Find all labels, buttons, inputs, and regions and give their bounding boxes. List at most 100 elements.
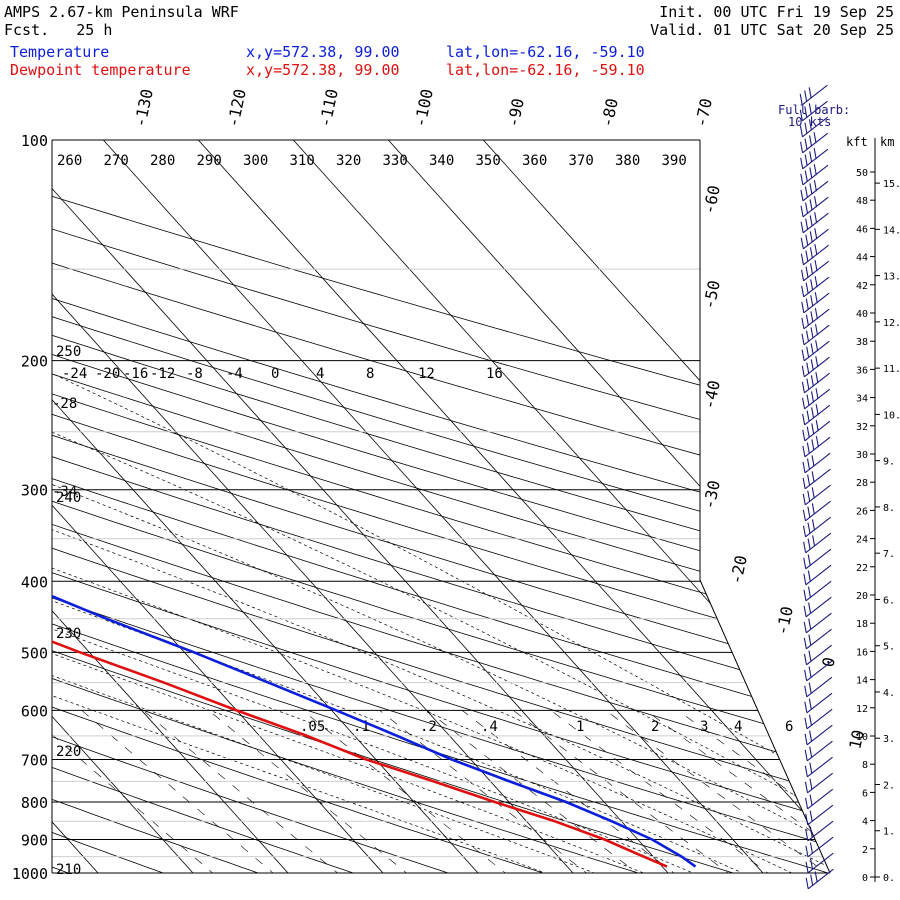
dry-adiabat: [52, 140, 830, 873]
wind-barb: [799, 84, 828, 106]
wind-barb: [803, 564, 832, 586]
forecast-hour: Fcst. 25 h: [4, 21, 113, 39]
km-tick-label: 6.: [883, 595, 895, 606]
wind-barb: [800, 164, 829, 186]
legend-dewpoint-latlon: lat,lon=-62.16, -59.10: [446, 61, 645, 79]
wind-barb: [801, 356, 830, 378]
dry-adiabat: [52, 140, 830, 873]
kft-tick-label: 48: [856, 196, 868, 207]
dry-adiabat: [52, 140, 689, 873]
theta-label: 350: [476, 153, 501, 169]
dry-adiabat: [52, 140, 785, 873]
theta-label: 360: [522, 153, 547, 169]
isotherm-top-label: -110: [315, 87, 342, 129]
moist-adiabat: [52, 268, 730, 873]
barb-note-line2: 10 kts: [788, 115, 831, 129]
km-tick-label: 1.: [883, 827, 895, 838]
mixing-ratio-line: [605, 710, 830, 873]
wind-barb: [805, 788, 834, 810]
kft-tick-label: 8: [862, 760, 868, 771]
kft-tick-label: 10: [856, 732, 868, 743]
mixing-ratio-label: 3: [700, 719, 708, 735]
km-tick-label: 3.: [883, 734, 895, 745]
isotherm: [103, 140, 764, 873]
side-scale-label: 240: [56, 490, 81, 506]
isotherm: [52, 140, 384, 873]
theta-label: 390: [662, 153, 687, 169]
dry-adiabat: [52, 140, 830, 873]
wind-barb: [801, 388, 831, 410]
km-axis-title: km: [880, 135, 894, 149]
km-tick-label: 11.: [883, 364, 900, 375]
isotherm: [52, 140, 669, 873]
dewpoint-trace: [52, 140, 668, 868]
dry-adiabat: [52, 140, 830, 873]
isotherm-top-label: -100: [410, 87, 437, 129]
kft-tick-label: 44: [856, 253, 868, 264]
wind-barb: [801, 292, 830, 314]
moist-adiabat: [52, 268, 635, 873]
km-tick-label: 2.: [883, 780, 895, 791]
wind-barb: [802, 420, 831, 442]
isotherm-top-label: -120: [223, 87, 250, 129]
kft-tick-label: 42: [856, 281, 868, 292]
side-scale-label: 220: [56, 744, 81, 760]
wind-barb: [801, 308, 830, 330]
km-tick-label: 14.: [883, 225, 900, 236]
mixing-ratio-label: 6: [785, 719, 793, 735]
isotherm-side-label: -30: [699, 479, 724, 511]
mixing-ratio-label: 4: [734, 719, 742, 735]
pressure-tick-label: 1000: [12, 865, 48, 883]
dry-adiabat: [52, 140, 830, 873]
pressure-tick-label: 900: [21, 831, 48, 849]
dry-adiabat: [52, 140, 207, 873]
wind-barb: [800, 148, 829, 170]
mixing-ratio-label: 2: [651, 719, 659, 735]
kft-tick-label: 28: [856, 478, 868, 489]
kft-tick-label: 4: [862, 817, 868, 828]
pressure-tick-label: 400: [21, 573, 48, 591]
kft-tick-label: 20: [856, 591, 868, 602]
dry-adiabat: [52, 140, 830, 873]
pressure-tick-label: 800: [21, 794, 48, 812]
side-scale-label: -28: [52, 396, 77, 412]
dry-adiabat: [52, 140, 830, 873]
kft-tick-label: 14: [856, 676, 868, 687]
dry-adiabat: [52, 140, 830, 873]
dry-adiabat: [0, 140, 14, 889]
kft-tick-label: 40: [856, 309, 868, 320]
wind-barb: [804, 740, 833, 762]
isotherm-side-label: 0: [818, 655, 839, 668]
dry-adiabat: [52, 140, 830, 873]
wind-barb: [803, 628, 832, 650]
isotherm-top-label: -80: [597, 97, 622, 129]
mixing-ratio-line: [513, 710, 749, 873]
wind-barb: [805, 820, 834, 842]
wind-barb: [800, 212, 829, 234]
isotherm-side-label: -50: [699, 279, 724, 311]
temperature-trace: [52, 140, 697, 868]
km-tick-label: 0.: [883, 873, 895, 884]
wind-barb: [803, 548, 832, 570]
wind-barb: [803, 532, 832, 554]
side-scale-label: 210: [56, 862, 81, 878]
mixing-ratio-label: -12: [150, 366, 175, 382]
valid-time: Valid. 01 UTC Sat 20 Sep 25: [650, 21, 894, 39]
wind-barb: [804, 676, 833, 698]
wind-barb: [802, 404, 831, 426]
theta-label: 370: [569, 153, 594, 169]
barb-note-line1: Full barb:: [778, 103, 850, 117]
isotherm: [52, 140, 479, 873]
dry-adiabat: [52, 140, 303, 873]
side-scale-label: 230: [56, 626, 81, 642]
mixing-ratio-line: [427, 710, 658, 873]
kft-tick-label: 30: [856, 450, 868, 461]
wind-barb: [800, 132, 829, 154]
theta-label: 270: [104, 153, 129, 169]
kft-tick-label: 12: [856, 704, 868, 715]
pressure-tick-label: 600: [21, 702, 48, 720]
moist-adiabat: [52, 268, 588, 873]
isotherm: [198, 140, 830, 873]
pressure-tick-label: 300: [21, 482, 48, 500]
mixing-ratio-line: [550, 710, 789, 873]
